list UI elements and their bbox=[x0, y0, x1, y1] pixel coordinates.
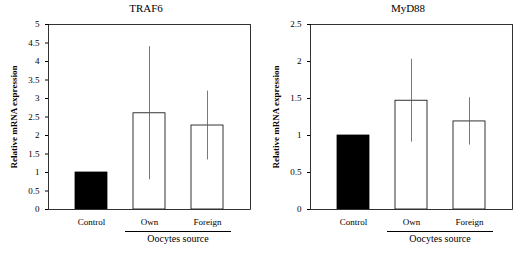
svg-text:0: 0 bbox=[297, 204, 302, 214]
svg-text:4: 4 bbox=[35, 56, 40, 66]
svg-text:1: 1 bbox=[35, 167, 40, 177]
svg-text:3.5: 3.5 bbox=[28, 75, 40, 85]
svg-text:Foreign: Foreign bbox=[456, 217, 484, 227]
svg-text:0: 0 bbox=[35, 204, 40, 214]
html-text:Oocytes source: Oocytes source bbox=[147, 233, 209, 244]
html-text:MyD88: MyD88 bbox=[390, 2, 426, 14]
svg-text:Control: Control bbox=[78, 217, 106, 227]
svg-text:3: 3 bbox=[35, 93, 40, 103]
svg-text:Relative mRNA expression: Relative mRNA expression bbox=[9, 66, 19, 169]
svg-text:4.5: 4.5 bbox=[28, 38, 40, 48]
html-text:TRAF6: TRAF6 bbox=[129, 2, 163, 14]
svg-text:5: 5 bbox=[35, 19, 40, 29]
svg-text:Foreign: Foreign bbox=[194, 217, 222, 227]
svg-text:Own: Own bbox=[141, 217, 159, 227]
svg-text:0.5: 0.5 bbox=[290, 167, 302, 177]
svg-text:1.5: 1.5 bbox=[28, 149, 40, 159]
svg-text:2: 2 bbox=[297, 56, 302, 66]
svg-text:1: 1 bbox=[297, 130, 302, 140]
svg-text:0.5: 0.5 bbox=[28, 186, 40, 196]
html-text:Oocytes source: Oocytes source bbox=[409, 233, 471, 244]
svg-text:Relative mRNA expression: Relative mRNA expression bbox=[271, 66, 281, 169]
svg-text:2.5: 2.5 bbox=[290, 19, 302, 29]
svg-text:1.5: 1.5 bbox=[290, 93, 302, 103]
svg-text:2: 2 bbox=[35, 130, 40, 140]
svg-text:Control: Control bbox=[340, 217, 368, 227]
svg-text:2.5: 2.5 bbox=[28, 112, 40, 122]
svg-text:Own: Own bbox=[403, 217, 421, 227]
